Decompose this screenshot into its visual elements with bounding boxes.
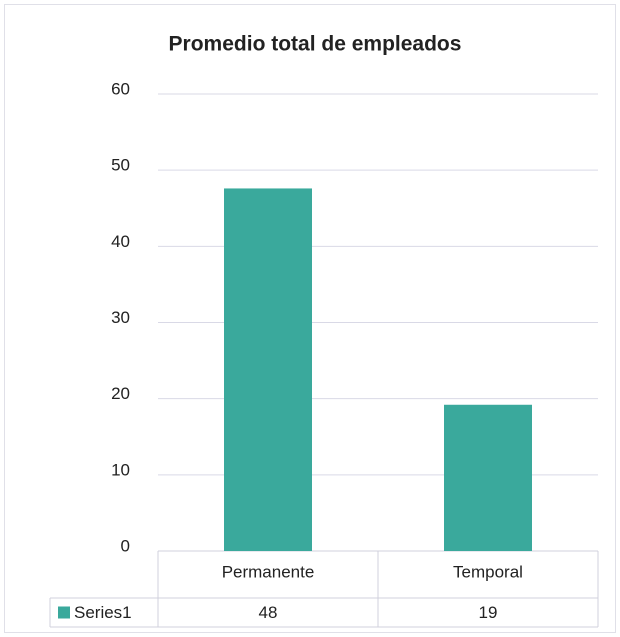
legend-swatch	[58, 606, 70, 619]
y-tick-label: 10	[111, 460, 130, 479]
legend-label: Series1	[74, 603, 132, 622]
x-tick-label: Permanente	[222, 562, 315, 581]
y-tick-label: 0	[121, 536, 130, 555]
x-tick-label: Temporal	[453, 562, 523, 581]
y-tick-label: 40	[111, 232, 130, 251]
bar	[444, 404, 532, 551]
bar	[224, 188, 312, 552]
chart-title: Promedio total de empleados	[169, 33, 462, 56]
data-table-value: 19	[479, 603, 498, 622]
y-tick-label: 20	[111, 384, 130, 403]
y-tick-label: 30	[111, 308, 130, 327]
data-table-value: 48	[259, 603, 278, 622]
y-tick-label: 50	[111, 156, 130, 175]
y-tick-label: 60	[111, 79, 130, 98]
